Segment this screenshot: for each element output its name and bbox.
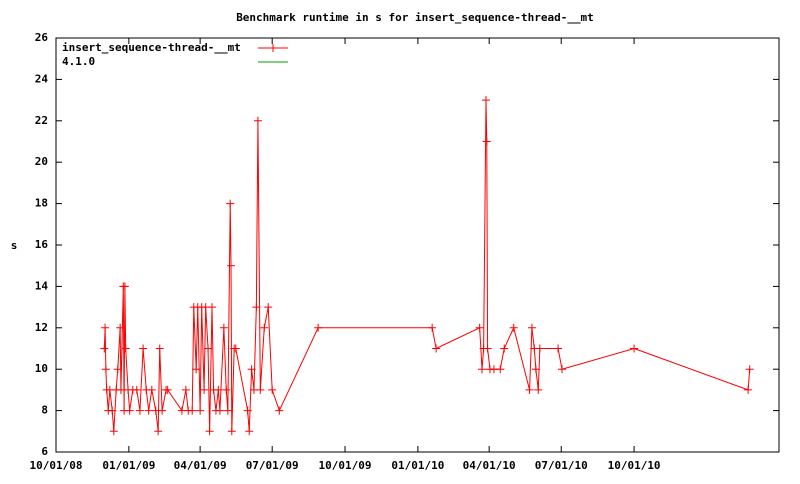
x-tick-label: 07/01/10 (535, 459, 588, 472)
point (525, 385, 534, 394)
point (260, 323, 269, 332)
point (535, 344, 544, 353)
point (253, 116, 262, 125)
point (116, 385, 125, 394)
y-tick-label: 16 (35, 238, 49, 251)
chart-title: Benchmark runtime in s for insert_sequen… (236, 11, 594, 24)
point (120, 282, 129, 291)
point (144, 406, 153, 415)
y-tick-label: 24 (35, 72, 49, 85)
point (243, 406, 252, 415)
point (268, 385, 277, 394)
point (558, 365, 567, 374)
point (109, 427, 118, 436)
y-tick-label: 26 (35, 31, 49, 44)
point (219, 323, 228, 332)
y-tick-label: 8 (41, 404, 48, 417)
legend-label: 4.1.0 (62, 55, 95, 68)
legend-marker (269, 44, 277, 52)
y-axis-label: s (11, 239, 18, 252)
point (223, 406, 232, 415)
point (554, 344, 563, 353)
point (247, 365, 256, 374)
y-tick-label: 20 (35, 155, 48, 168)
point (125, 406, 134, 415)
point (222, 385, 231, 394)
point (475, 323, 484, 332)
y-tick-label: 14 (35, 279, 49, 292)
point (264, 303, 273, 312)
point (744, 385, 753, 394)
point (154, 427, 163, 436)
y-tick-label: 12 (35, 321, 48, 334)
point (121, 344, 130, 353)
point (252, 303, 261, 312)
point (745, 365, 754, 374)
x-tick-label: 04/01/09 (174, 459, 227, 472)
point (163, 385, 172, 394)
point (534, 385, 543, 394)
point (196, 406, 205, 415)
legend-label: insert_sequence-thread-__mt (62, 41, 241, 54)
x-tick-label: 10/01/09 (319, 459, 372, 472)
point (428, 323, 437, 332)
point (478, 365, 487, 374)
point (155, 344, 164, 353)
point (226, 199, 235, 208)
point (181, 385, 190, 394)
point (101, 323, 110, 332)
point (227, 427, 236, 436)
y-tick-label: 10 (35, 362, 48, 375)
x-tick-label: 10/01/08 (30, 459, 83, 472)
point (245, 427, 254, 436)
point (275, 406, 284, 415)
point (509, 323, 518, 332)
x-tick-label: 01/01/09 (102, 459, 155, 472)
point (256, 385, 265, 394)
point (192, 365, 201, 374)
x-tick-label: 10/01/10 (608, 459, 661, 472)
point (314, 323, 323, 332)
point (188, 406, 197, 415)
point (483, 344, 492, 353)
point (205, 427, 214, 436)
point (215, 406, 224, 415)
point (496, 365, 505, 374)
point (139, 344, 148, 353)
point (135, 406, 144, 415)
point (482, 137, 491, 146)
y-tick-label: 6 (41, 445, 48, 458)
point (200, 385, 209, 394)
point (100, 344, 109, 353)
point (630, 344, 639, 353)
point (204, 344, 213, 353)
point (147, 385, 156, 394)
point (481, 96, 490, 105)
point (158, 406, 167, 415)
point (113, 365, 122, 374)
y-tick-label: 18 (35, 197, 48, 210)
point (231, 344, 240, 353)
point (527, 323, 536, 332)
point (101, 365, 110, 374)
point (531, 365, 540, 374)
x-tick-label: 01/01/10 (391, 459, 444, 472)
point (132, 385, 141, 394)
x-tick-label: 07/01/09 (246, 459, 299, 472)
point (214, 385, 223, 394)
point (108, 406, 117, 415)
point (208, 303, 217, 312)
y-tick-label: 22 (35, 114, 48, 127)
point (116, 323, 125, 332)
point (432, 344, 441, 353)
point (500, 344, 509, 353)
point (227, 261, 236, 270)
x-tick-label: 04/01/10 (463, 459, 516, 472)
